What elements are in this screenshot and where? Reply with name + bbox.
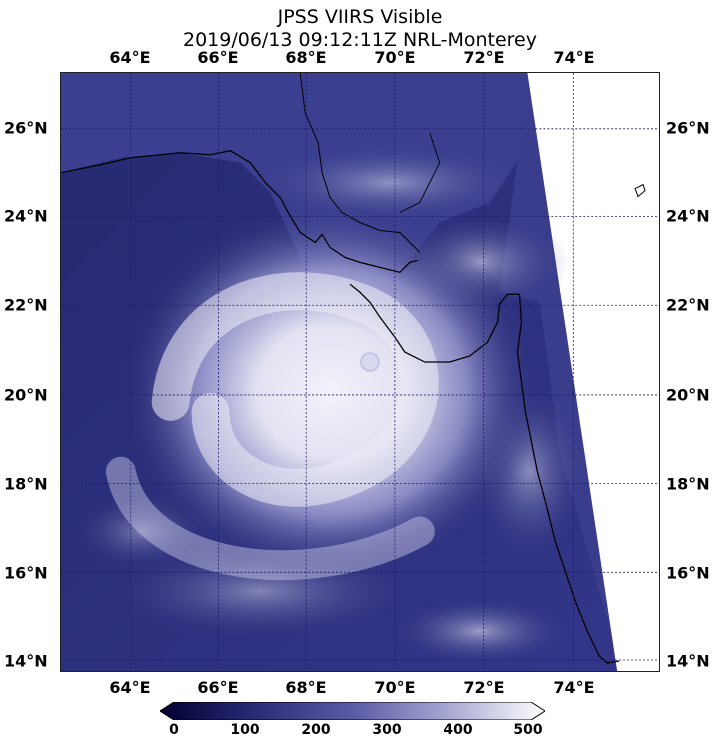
coastline xyxy=(349,283,520,363)
image-timestamp: 2019/06/13 09:12:11Z NRL-Monterey xyxy=(183,29,537,51)
coastline xyxy=(61,150,418,274)
lon-label-70e-top: 70°E xyxy=(374,48,416,67)
lon-label-74e-bottom: 74°E xyxy=(553,678,595,697)
colorbar-gradient xyxy=(160,702,545,720)
lon-label-66e-bottom: 66°E xyxy=(197,678,239,697)
lat-label-14n-right: 14°N xyxy=(666,651,710,671)
lon-label-72e-bottom: 72°E xyxy=(463,678,505,697)
lat-label-22n-right: 22°N xyxy=(666,295,710,315)
colorbar-label-400: 400 xyxy=(443,722,473,738)
colorbar-label-300: 300 xyxy=(372,722,402,738)
lat-label-18n-right: 18°N xyxy=(666,474,710,494)
lat-label-26n-right: 26°N xyxy=(666,118,710,138)
coastline xyxy=(516,294,620,664)
lon-label-68e-bottom: 68°E xyxy=(285,678,327,697)
colorbar xyxy=(160,702,545,720)
lon-label-72e-top: 72°E xyxy=(463,48,505,67)
cloud-band xyxy=(250,142,530,223)
cyclone-eye xyxy=(360,352,380,372)
lat-label-24n-right: 24°N xyxy=(666,206,710,226)
satellite-image-map xyxy=(60,72,660,672)
image-title: JPSS VIIRS Visible xyxy=(277,6,443,28)
lon-label-70e-bottom: 70°E xyxy=(374,678,416,697)
lat-label-24n-left: 24°N xyxy=(4,206,48,226)
lat-label-22n-left: 22°N xyxy=(4,295,48,315)
lon-label-64e-bottom: 64°E xyxy=(109,678,151,697)
no-data-region xyxy=(527,73,659,671)
lon-label-64e-top: 64°E xyxy=(109,48,151,67)
cyclone-spiral-band xyxy=(151,272,439,507)
lat-label-18n-left: 18°N xyxy=(4,474,48,494)
colorbar-label-500: 500 xyxy=(513,722,543,738)
lat-label-16n-left: 16°N xyxy=(4,563,48,583)
cyclone-spiral-band xyxy=(105,456,435,580)
country-border xyxy=(299,73,421,253)
lat-label-20n-right: 20°N xyxy=(666,385,710,405)
lat-label-16n-right: 16°N xyxy=(666,563,710,583)
lat-label-26n-left: 26°N xyxy=(4,118,48,138)
coastline xyxy=(399,132,441,213)
island xyxy=(634,183,646,198)
lat-label-14n-left: 14°N xyxy=(4,651,48,671)
cloud-band xyxy=(389,596,570,667)
lon-label-74e-top: 74°E xyxy=(553,48,595,67)
lat-label-20n-left: 20°N xyxy=(4,385,48,405)
colorbar-label-200: 200 xyxy=(301,722,331,738)
colorbar-label-0: 0 xyxy=(169,722,179,738)
lon-label-68e-top: 68°E xyxy=(285,48,327,67)
colorbar-label-100: 100 xyxy=(230,722,260,738)
lon-label-66e-top: 66°E xyxy=(197,48,239,67)
